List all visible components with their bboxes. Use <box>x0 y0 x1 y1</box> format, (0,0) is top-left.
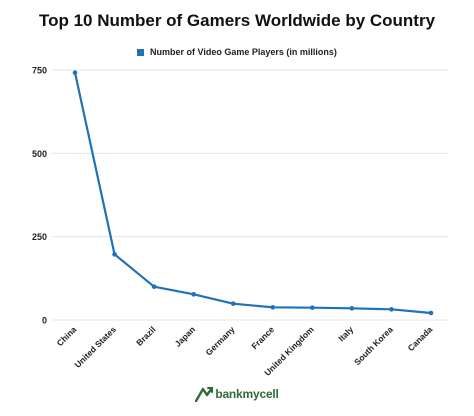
x-tick-label: South Korea <box>352 324 395 367</box>
data-point-9 <box>389 307 394 312</box>
y-tick-label: 0 <box>42 316 47 326</box>
y-axis-ticks: 0 250 500 750 <box>32 66 47 326</box>
x-tick-label: Japan <box>173 324 197 348</box>
chart-title: Top 10 Number of Gamers Worldwide by Cou… <box>38 11 436 30</box>
gridlines <box>52 69 448 321</box>
bankmycell-icon <box>195 386 214 402</box>
x-tick-label: France <box>249 324 276 351</box>
series-line <box>73 72 432 315</box>
data-point-5 <box>230 301 236 306</box>
data-point-8 <box>349 306 355 311</box>
data-point-7 <box>310 305 315 310</box>
x-tick-label: United States <box>72 324 118 370</box>
x-tick-label: Canada <box>406 324 435 353</box>
x-tick-label: Germany <box>204 324 237 357</box>
y-tick-label: 750 <box>32 66 47 76</box>
brand-logo: bankmycell <box>0 386 474 402</box>
x-tick-label: China <box>55 324 79 348</box>
data-point-10 <box>428 310 434 316</box>
data-point-1 <box>72 70 78 75</box>
legend: Number of Video Game Players (in million… <box>0 47 474 57</box>
data-point-6 <box>270 305 276 310</box>
brand-name: bankmycell <box>215 387 279 401</box>
x-tick-label: Italy <box>336 324 355 343</box>
y-tick-label: 250 <box>32 232 47 242</box>
series <box>72 70 434 316</box>
data-point-4 <box>191 292 196 297</box>
y-tick-label: 500 <box>32 149 47 159</box>
legend-label: Number of Video Game Players (in million… <box>150 47 337 57</box>
x-tick-label: Brazil <box>134 324 157 347</box>
data-point-2 <box>112 252 117 257</box>
legend-swatch <box>137 48 145 56</box>
data-point-3 <box>151 284 157 289</box>
